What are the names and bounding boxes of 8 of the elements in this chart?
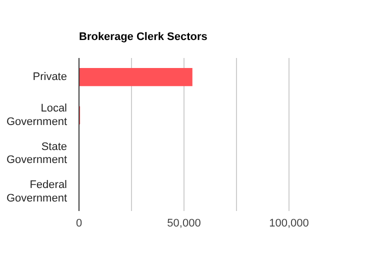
y-tick-label: State Government — [6, 140, 67, 166]
y-tick-label: Federal Government — [6, 179, 67, 204]
y-tick-label: Local Government — [6, 102, 67, 128]
chart-title: Brokerage Clerk Sectors — [79, 31, 208, 44]
x-tick-label: 100,000 — [269, 217, 309, 230]
y-tick-label: Private — [32, 71, 67, 84]
x-tick-label: 50,000 — [167, 217, 201, 230]
x-tick-label: 0 — [76, 217, 82, 230]
